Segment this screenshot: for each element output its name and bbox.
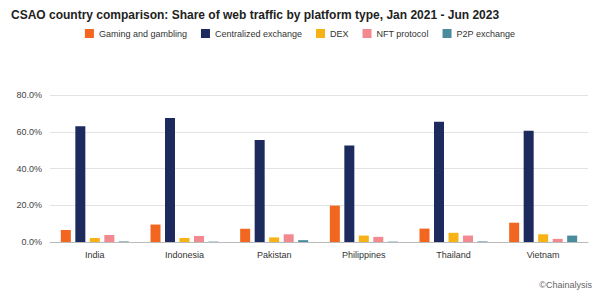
svg-text:20.0%: 20.0% xyxy=(16,200,42,210)
svg-text:80.0%: 80.0% xyxy=(16,90,42,100)
svg-text:Indonesia: Indonesia xyxy=(165,250,204,260)
svg-text:Philippines: Philippines xyxy=(342,250,386,260)
svg-text:CSAO country comparison: Share: CSAO country comparison: Share of web tr… xyxy=(11,8,499,22)
svg-text:40.0%: 40.0% xyxy=(16,164,42,174)
svg-text:Vietnam: Vietnam xyxy=(527,250,560,260)
svg-text:©Chainalysis: ©Chainalysis xyxy=(539,280,592,290)
svg-text:60.0%: 60.0% xyxy=(16,127,42,137)
svg-text:NFT protocol: NFT protocol xyxy=(377,29,429,39)
svg-text:India: India xyxy=(85,250,105,260)
svg-text:Centralized exchange: Centralized exchange xyxy=(215,29,302,39)
svg-text:0.0%: 0.0% xyxy=(21,237,42,247)
svg-text:Pakistan: Pakistan xyxy=(257,250,292,260)
svg-text:Thailand: Thailand xyxy=(436,250,471,260)
svg-text:Gaming and gambling: Gaming and gambling xyxy=(99,29,187,39)
svg-text:DEX: DEX xyxy=(330,29,349,39)
svg-text:P2P exchange: P2P exchange xyxy=(457,29,515,39)
